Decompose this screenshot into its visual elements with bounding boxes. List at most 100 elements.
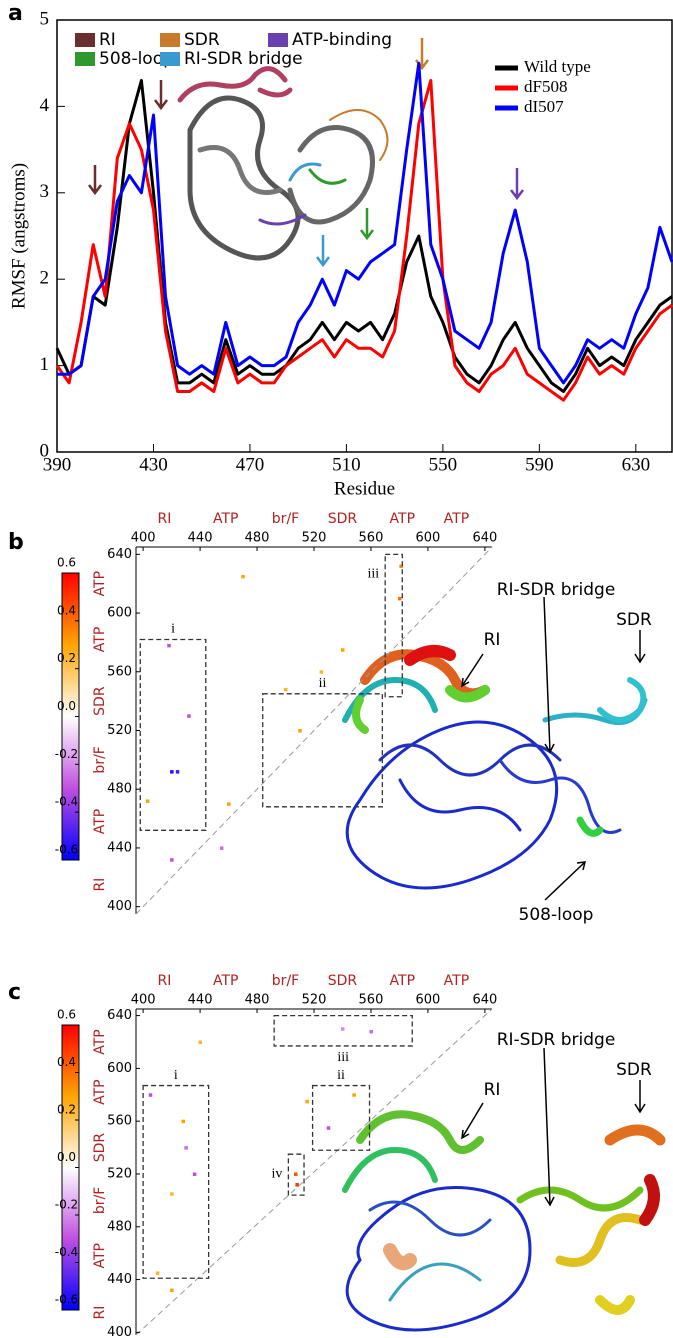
region-label: ATP — [92, 809, 108, 834]
diagonal — [135, 546, 493, 915]
region-label: ATP — [390, 973, 415, 989]
annotation: RI — [484, 630, 501, 650]
x-tick-label: 400 — [131, 993, 156, 1008]
diagonal — [135, 1008, 493, 1336]
x-tick-label: 560 — [359, 531, 384, 546]
region-box — [384, 553, 403, 698]
cell — [145, 799, 150, 803]
box-label: ii — [319, 676, 327, 691]
box-label: i — [174, 1068, 178, 1083]
y-tick-label: 560 — [107, 664, 132, 679]
y-tick-label: 0 — [40, 440, 50, 461]
annotation: RI-SDR bridge — [497, 1030, 616, 1050]
cell — [219, 846, 224, 850]
y-tick-label: 520 — [107, 1166, 132, 1181]
legend-label: dI507 — [524, 97, 564, 116]
cell — [175, 770, 180, 774]
x-tick-label: 480 — [245, 531, 270, 546]
region-label: ATP — [92, 1079, 108, 1104]
region-label: RI — [99, 30, 116, 50]
x-axis-label: Residue — [334, 478, 395, 499]
x-tick-label: 400 — [131, 531, 156, 546]
region-swatch — [75, 33, 95, 47]
region-label: ATP — [390, 511, 415, 527]
x-tick-label: 550 — [429, 454, 458, 475]
region-swatch — [268, 33, 288, 47]
region-label: SDR — [328, 511, 358, 527]
y-tick-label: 4 — [40, 95, 50, 116]
cell — [319, 670, 324, 674]
protein-c — [342, 1110, 666, 1332]
cell — [181, 1119, 185, 1124]
y-tick-label: 1 — [40, 354, 50, 375]
region-label: br/F — [272, 973, 299, 989]
y-tick-label: 400 — [107, 899, 132, 914]
cell — [184, 1146, 188, 1150]
colorbar-tick-label: -0.2 — [55, 747, 78, 761]
cell — [298, 729, 302, 733]
x-tick-label: 590 — [525, 454, 554, 475]
cell — [170, 858, 174, 862]
cell — [326, 1126, 331, 1130]
x-tick-label: 480 — [245, 993, 270, 1008]
y-tick-label: 400 — [107, 1325, 132, 1338]
cell — [397, 596, 402, 601]
y-tick-label: 480 — [107, 782, 132, 797]
colorbar-tick-label: -0.6 — [55, 1293, 78, 1307]
region-label: ATP — [92, 1243, 108, 1268]
annotation: RI — [484, 1080, 501, 1100]
region-swatch — [75, 52, 95, 66]
region-swatch — [160, 52, 180, 66]
region-box — [142, 1084, 210, 1279]
protein-b — [342, 645, 648, 890]
colorbar-tick-label: 0.2 — [57, 1103, 76, 1117]
cell — [155, 1271, 160, 1275]
region-label: 508-loop — [99, 49, 174, 69]
x-tick-label: 560 — [359, 993, 384, 1008]
region-label: SDR — [184, 30, 220, 50]
annotation: SDR — [616, 1060, 652, 1080]
cell — [148, 1093, 153, 1097]
box-label: i — [171, 622, 175, 637]
y-tick-label: 640 — [107, 547, 132, 562]
region-label: ATP-binding — [292, 30, 392, 50]
cell — [399, 564, 403, 569]
annotation: 508-loop — [519, 905, 594, 925]
region-label: ATP — [92, 627, 108, 652]
y-tick-label: 440 — [107, 840, 132, 855]
region-label: ATP — [92, 571, 108, 596]
region-label: SDR — [92, 1133, 108, 1163]
region-label: br/F — [92, 746, 108, 773]
colorbar-tick-label: -0.6 — [55, 843, 78, 857]
x-tick-label: 640 — [472, 531, 497, 546]
box-label: ii — [337, 1068, 345, 1083]
annotation: SDR — [616, 610, 652, 630]
region-label: SDR — [328, 973, 358, 989]
box-label: iii — [337, 1050, 349, 1065]
region-label: ATP — [444, 511, 469, 527]
series-line — [57, 61, 673, 385]
y-tick-label: 560 — [107, 1114, 132, 1129]
colorbar-tick-label: -0.2 — [55, 1198, 78, 1212]
cell — [369, 1029, 373, 1034]
x-tick-label: 430 — [139, 454, 168, 475]
cell — [170, 770, 174, 774]
x-tick-label: 600 — [416, 993, 441, 1008]
cell — [284, 687, 288, 692]
region-box — [262, 693, 384, 808]
colorbar-tick-label: 0.0 — [57, 1150, 76, 1164]
colorbar-tick-label: 0.2 — [57, 651, 76, 665]
pointer-arrows-c — [461, 1047, 646, 1207]
region-label: SDR — [92, 686, 108, 716]
y-tick-label: 600 — [107, 1061, 132, 1076]
region-box — [273, 1014, 413, 1047]
region-box — [287, 1153, 305, 1196]
pointer-arrows-b — [461, 596, 646, 901]
region-box — [311, 1084, 371, 1151]
colorbar-tick-label: -0.4 — [55, 795, 78, 809]
panel-letter: b — [8, 530, 24, 555]
x-tick-label: 520 — [302, 531, 327, 546]
region-label: ATP — [213, 973, 238, 989]
x-tick-label: 640 — [472, 993, 497, 1008]
